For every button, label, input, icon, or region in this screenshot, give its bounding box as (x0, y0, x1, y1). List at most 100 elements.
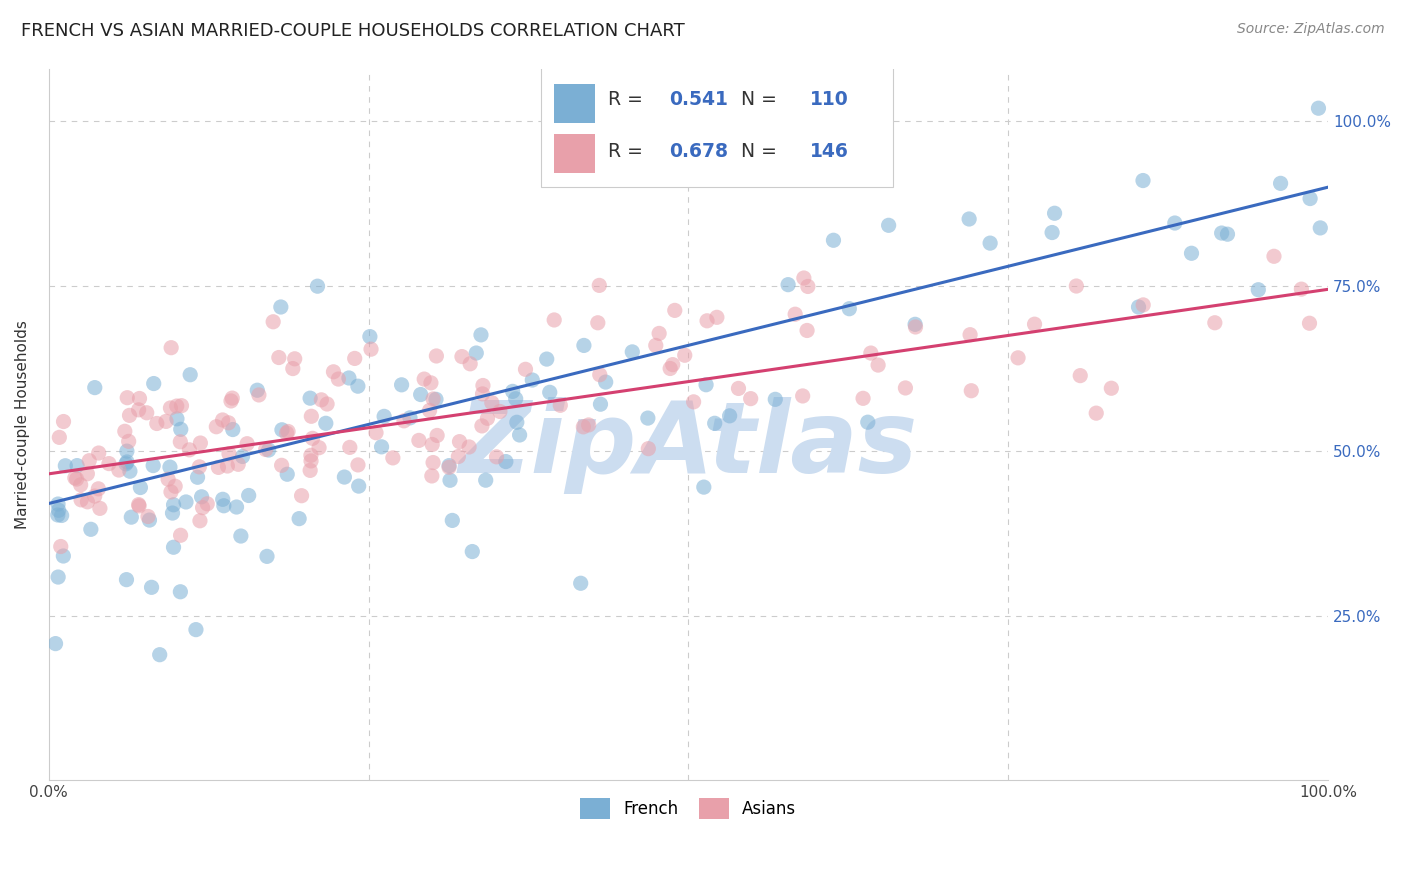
Point (270, 458, 292, 473)
Point (439, 473, 461, 487)
Point (246, 383, 269, 397)
Point (115, 444, 138, 458)
Text: FRENCH VS ASIAN MARRIED-COUPLE HOUSEHOLDS CORRELATION CHART: FRENCH VS ASIAN MARRIED-COUPLE HOUSEHOLD… (21, 22, 685, 40)
Point (509, 428, 531, 442)
Point (276, 425, 298, 440)
Point (299, 454, 322, 468)
Point (1308, 101, 1330, 115)
Point (838, 301, 860, 316)
Point (212, 499, 235, 513)
Point (471, 378, 494, 392)
Point (904, 318, 927, 332)
Point (115, 455, 138, 469)
Point (77, 453, 100, 467)
Point (543, 313, 565, 327)
Point (852, 392, 875, 406)
Point (44, 637, 66, 651)
Point (426, 428, 449, 442)
Point (461, 544, 484, 558)
Point (823, 233, 845, 247)
Point (419, 376, 441, 390)
Point (437, 458, 460, 473)
Point (48, 503, 70, 517)
Point (1085, 406, 1108, 420)
Text: N =: N = (730, 143, 783, 161)
Point (211, 413, 233, 427)
Point (588, 278, 610, 293)
Point (219, 393, 242, 408)
Point (188, 459, 211, 474)
Point (135, 406, 157, 420)
Point (572, 338, 595, 352)
Point (141, 580, 163, 594)
Point (225, 500, 247, 514)
Point (763, 392, 786, 407)
Point (254, 442, 277, 457)
Point (231, 450, 253, 464)
Point (550, 398, 572, 412)
Point (262, 315, 284, 329)
Point (247, 388, 270, 402)
Point (419, 403, 441, 417)
Point (160, 341, 183, 355)
Point (706, 310, 728, 325)
Point (277, 425, 299, 439)
Point (470, 327, 492, 342)
Point (308, 441, 330, 455)
Point (364, 425, 387, 440)
Point (979, 236, 1001, 251)
Point (422, 456, 444, 470)
Text: Source: ZipAtlas.com: Source: ZipAtlas.com (1237, 22, 1385, 37)
Point (959, 327, 981, 342)
Point (793, 271, 815, 285)
Point (1099, 381, 1122, 395)
Point (284, 351, 307, 366)
Point (118, 464, 141, 478)
Point (522, 373, 544, 387)
Point (569, 576, 592, 591)
Point (485, 450, 508, 464)
Point (578, 417, 600, 432)
Point (169, 434, 191, 449)
Point (270, 300, 292, 314)
Point (160, 484, 183, 499)
Point (271, 423, 294, 437)
Point (1204, 316, 1226, 330)
Point (52, 549, 75, 563)
Point (859, 346, 882, 360)
Point (136, 509, 159, 524)
Point (170, 422, 193, 436)
Point (420, 469, 443, 483)
Point (52, 415, 75, 429)
Point (471, 387, 494, 401)
Point (76, 467, 98, 481)
Point (648, 326, 671, 341)
Point (149, 648, 172, 662)
Point (413, 372, 436, 386)
Text: 0.541: 0.541 (669, 90, 728, 110)
Point (409, 387, 432, 401)
Point (66, 458, 89, 473)
Point (1299, 192, 1322, 206)
Point (481, 395, 503, 409)
Point (276, 467, 298, 482)
Point (370, 440, 392, 454)
Point (347, 458, 370, 472)
Point (796, 323, 818, 337)
Point (682, 394, 704, 409)
Point (447, 450, 470, 464)
Point (118, 434, 141, 449)
Point (696, 314, 718, 328)
Point (425, 349, 447, 363)
Point (595, 375, 617, 389)
Point (299, 391, 322, 405)
Point (195, 497, 218, 511)
Point (218, 447, 240, 461)
Point (1069, 368, 1091, 383)
Point (441, 513, 464, 527)
Point (118, 409, 141, 423)
Point (162, 541, 184, 555)
Point (87, 446, 110, 460)
Point (316, 397, 339, 411)
Point (169, 584, 191, 599)
